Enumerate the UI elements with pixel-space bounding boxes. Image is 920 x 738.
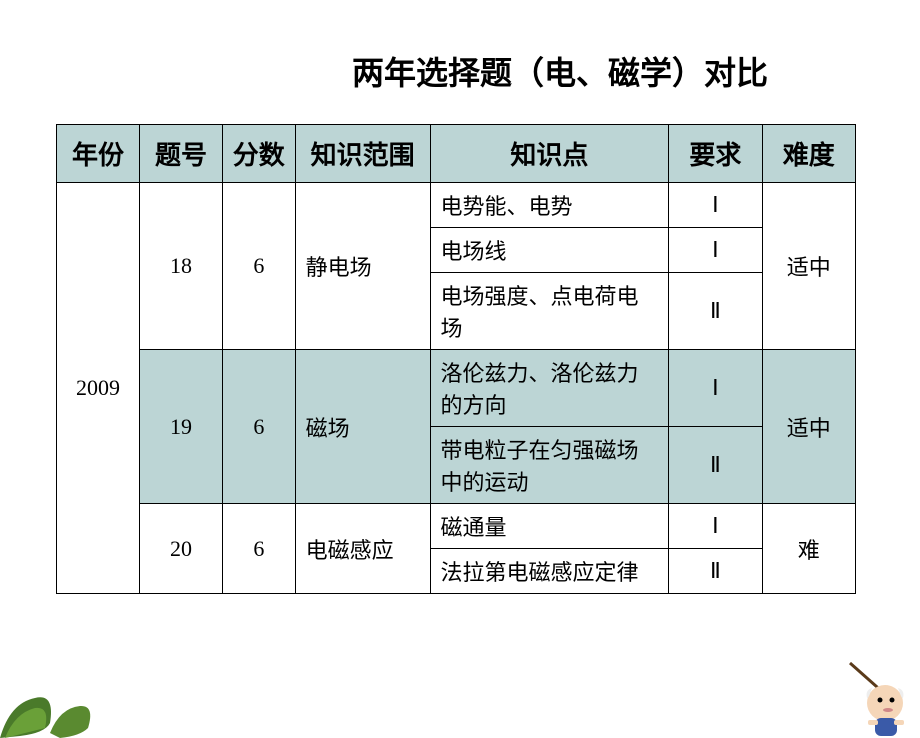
cell-diff: 适中 — [762, 350, 855, 504]
cell-point: 洛伦兹力、洛伦兹力的方向 — [430, 350, 669, 427]
header-year: 年份 — [57, 125, 140, 183]
table-row: 2009 18 6 静电场 电势能、电势 Ⅰ 适中 — [57, 183, 856, 228]
cell-score: 6 — [223, 504, 296, 594]
cartoon-icon — [840, 648, 920, 738]
table-row: 19 6 磁场 洛伦兹力、洛伦兹力的方向 Ⅰ 适中 — [57, 350, 856, 427]
header-req: 要求 — [669, 125, 762, 183]
cell-point: 磁通量 — [430, 504, 669, 549]
cell-score: 6 — [223, 183, 296, 350]
cell-diff: 适中 — [762, 183, 855, 350]
cell-point: 法拉第电磁感应定律 — [430, 549, 669, 594]
cell-qno: 18 — [140, 183, 223, 350]
header-point: 知识点 — [430, 125, 669, 183]
table-row: 20 6 电磁感应 磁通量 Ⅰ 难 — [57, 504, 856, 549]
cell-req: Ⅱ — [669, 273, 762, 350]
cell-point: 电场线 — [430, 228, 669, 273]
cell-qno: 20 — [140, 504, 223, 594]
cell-req: Ⅰ — [669, 350, 762, 427]
cell-scope: 磁场 — [295, 350, 430, 504]
comparison-table: 年份 题号 分数 知识范围 知识点 要求 难度 2009 18 6 静电场 电势… — [56, 124, 856, 594]
cell-scope: 电磁感应 — [295, 504, 430, 594]
page-title: 两年选择题（电、磁学）对比 — [0, 48, 920, 94]
cell-diff: 难 — [762, 504, 855, 594]
cell-point: 电势能、电势 — [430, 183, 669, 228]
cell-req: Ⅰ — [669, 504, 762, 549]
header-scope: 知识范围 — [295, 125, 430, 183]
header-diff: 难度 — [762, 125, 855, 183]
cell-req: Ⅱ — [669, 427, 762, 504]
cell-req: Ⅰ — [669, 183, 762, 228]
cell-req: Ⅰ — [669, 228, 762, 273]
table-header-row: 年份 题号 分数 知识范围 知识点 要求 难度 — [57, 125, 856, 183]
cell-year: 2009 — [57, 183, 140, 594]
cell-point: 带电粒子在匀强磁场中的运动 — [430, 427, 669, 504]
header-score: 分数 — [223, 125, 296, 183]
cell-qno: 19 — [140, 350, 223, 504]
header-qno: 题号 — [140, 125, 223, 183]
cell-point: 电场强度、点电荷电场 — [430, 273, 669, 350]
cell-score: 6 — [223, 350, 296, 504]
cell-req: Ⅱ — [669, 549, 762, 594]
leaf-icon — [0, 678, 100, 738]
cell-scope: 静电场 — [295, 183, 430, 350]
